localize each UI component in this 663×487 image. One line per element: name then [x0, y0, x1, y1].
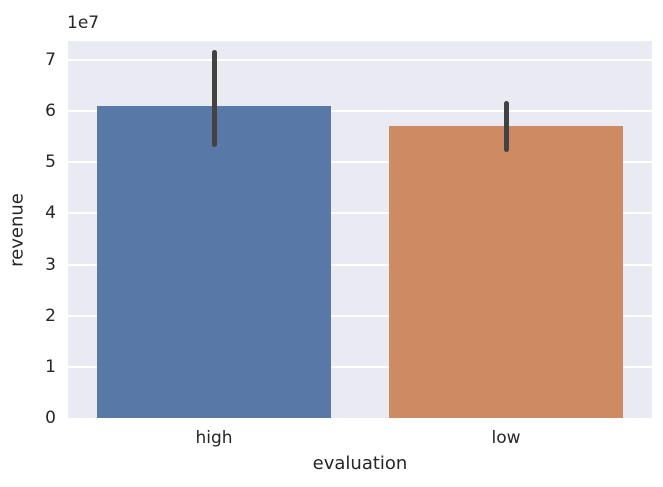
bar-high [97, 105, 331, 418]
y-tick-label: 6 [45, 101, 56, 122]
plot-area [68, 41, 652, 418]
gridline [68, 110, 652, 113]
y-tick-label: 7 [45, 49, 56, 70]
gridline [68, 212, 652, 215]
error-bar-high [211, 49, 217, 147]
y-tick-label: 5 [45, 152, 56, 173]
x-axis-label: evaluation [312, 453, 408, 474]
y-tick-label: 3 [45, 254, 56, 275]
y-tick-label: 0 [45, 408, 56, 428]
gridline [68, 365, 652, 368]
bar-low [389, 126, 623, 418]
x-tick-label: low [491, 428, 521, 448]
y-tick-label: 2 [45, 305, 56, 326]
gridline [68, 161, 652, 164]
gridline [68, 263, 652, 266]
error-bar-low [503, 100, 509, 153]
y-tick-label: 1 [45, 356, 56, 377]
y-tick-label: 4 [45, 203, 56, 224]
gridline [68, 314, 652, 317]
gridline [68, 58, 652, 61]
x-tick-label: high [195, 428, 233, 448]
y-axis-offset-text: 1e7 [67, 13, 100, 33]
